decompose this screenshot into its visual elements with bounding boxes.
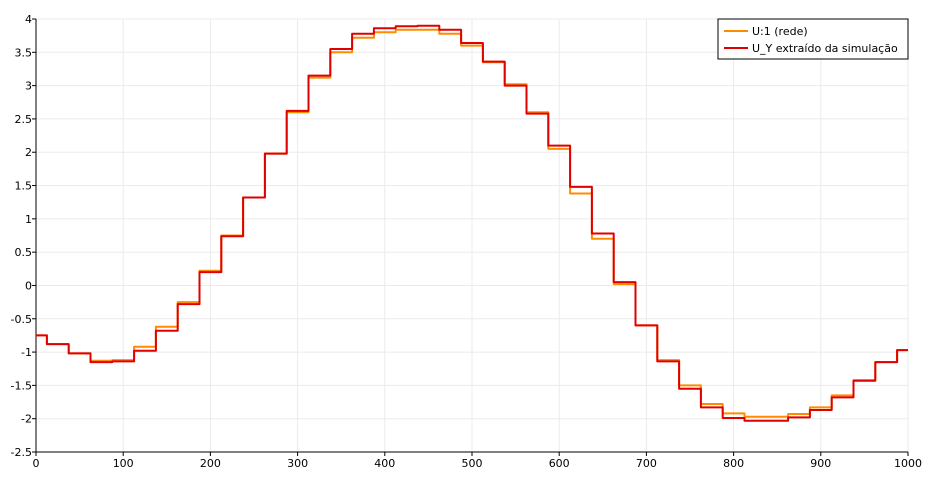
- x-tick-label: 500: [462, 457, 483, 470]
- legend: U:1 (rede) U_Y extraído da simulação: [717, 18, 909, 60]
- y-tick-label: -1.5: [11, 379, 32, 392]
- y-tick-label: -0.5: [11, 313, 32, 326]
- x-tick-label: 900: [810, 457, 831, 470]
- y-tick-label: -2.5: [11, 446, 32, 459]
- y-tick-label: 0: [25, 279, 32, 292]
- series-line-2: [36, 24, 908, 422]
- legend-label-2: U_Y extraído da simulação: [752, 42, 898, 55]
- y-tick-label: 3: [25, 80, 32, 93]
- x-tick-label: 800: [723, 457, 744, 470]
- y-tick-label: 1: [25, 213, 32, 226]
- x-tick-label: 700: [636, 457, 657, 470]
- y-tick-label: 2: [25, 146, 32, 159]
- legend-box: [717, 18, 909, 60]
- y-tick-label: -1: [21, 346, 32, 359]
- y-tick-label: 2.5: [15, 113, 33, 126]
- y-tick-label: 0.5: [15, 246, 33, 259]
- x-tick-label: 200: [200, 457, 221, 470]
- x-tick-label: 300: [287, 457, 308, 470]
- legend-label-1: U:1 (rede): [752, 25, 808, 38]
- x-tick-label: 0: [33, 457, 40, 470]
- y-tick-label: -2: [21, 413, 32, 426]
- x-tick-label: 400: [374, 457, 395, 470]
- y-axis-ticks: -2.5 -2 -1.5 -1 -0.5 0 0.5 1 1.5 2 2.5 3 3.5 4: [11, 13, 36, 459]
- x-axis-ticks: 0 100 200 300 400 500 600 700 800 900 1000: [33, 452, 922, 470]
- x-tick-label: 1000: [894, 457, 922, 470]
- x-tick-label: 600: [549, 457, 570, 470]
- series-lines: [36, 24, 908, 422]
- grid: [35, 18, 909, 453]
- y-tick-label: 3.5: [15, 46, 33, 59]
- x-tick-label: 100: [113, 457, 134, 470]
- y-tick-label: 4: [25, 13, 32, 26]
- y-tick-label: 1.5: [15, 180, 33, 193]
